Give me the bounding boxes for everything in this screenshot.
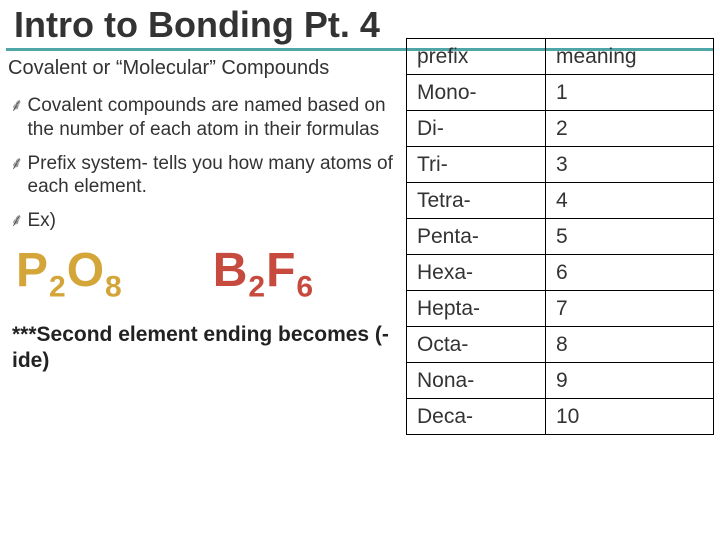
bullet-icon: ⸙ bbox=[10, 209, 24, 233]
formula-sub: 2 bbox=[248, 270, 266, 303]
table-cell: 1 bbox=[546, 75, 714, 111]
table-row: Tri-3 bbox=[407, 147, 714, 183]
bullet-item: ⸙ Covalent compounds are named based on … bbox=[10, 94, 402, 142]
table-header-cell: prefix bbox=[407, 39, 546, 75]
table-cell: 9 bbox=[546, 363, 714, 399]
table-row: Mono-1 bbox=[407, 75, 714, 111]
table-cell: Mono- bbox=[407, 75, 546, 111]
table-cell: Octa- bbox=[407, 327, 546, 363]
formula-part: P bbox=[16, 244, 49, 297]
table-row: Octa-8 bbox=[407, 327, 714, 363]
formula-1: P2O8 bbox=[16, 243, 123, 305]
formula-part: O bbox=[67, 244, 105, 297]
table-cell: Penta- bbox=[407, 219, 546, 255]
table-cell: 10 bbox=[546, 399, 714, 435]
bullet-text: Ex) bbox=[28, 209, 57, 233]
table-cell: Hexa- bbox=[407, 255, 546, 291]
table-row: Hexa-6 bbox=[407, 255, 714, 291]
table-cell: 2 bbox=[546, 111, 714, 147]
table-row: Nona-9 bbox=[407, 363, 714, 399]
right-column: prefix meaning Mono-1 Di-2 Tri-3 Tetra-4… bbox=[406, 88, 714, 435]
table-cell: 8 bbox=[546, 327, 714, 363]
table-cell: Deca- bbox=[407, 399, 546, 435]
table-row: Penta-5 bbox=[407, 219, 714, 255]
bullet-icon: ⸙ bbox=[10, 152, 24, 200]
footnote: ***Second element ending becomes (-ide) bbox=[6, 318, 402, 372]
table-cell: 4 bbox=[546, 183, 714, 219]
prefix-table: prefix meaning Mono-1 Di-2 Tri-3 Tetra-4… bbox=[406, 38, 714, 435]
bullet-item: ⸙ Ex) bbox=[10, 209, 402, 233]
formula-sub: 2 bbox=[49, 270, 67, 303]
table-cell: Tri- bbox=[407, 147, 546, 183]
formula-sub: 8 bbox=[105, 270, 123, 303]
table-cell: 7 bbox=[546, 291, 714, 327]
formula-part: F bbox=[266, 244, 296, 297]
table-row: Di-2 bbox=[407, 111, 714, 147]
bullet-item: ⸙ Prefix system- tells you how many atom… bbox=[10, 152, 402, 200]
formula-sub: 6 bbox=[296, 270, 314, 303]
content-wrap: ⸙ Covalent compounds are named based on … bbox=[0, 88, 720, 435]
table-cell: 6 bbox=[546, 255, 714, 291]
table-cell: 5 bbox=[546, 219, 714, 255]
table-row: Hepta-7 bbox=[407, 291, 714, 327]
table-cell: 3 bbox=[546, 147, 714, 183]
table-cell: Di- bbox=[407, 111, 546, 147]
formula-2: B2F6 bbox=[213, 243, 314, 305]
table-row: prefix meaning bbox=[407, 39, 714, 75]
table-cell: Tetra- bbox=[407, 183, 546, 219]
bullet-text: Prefix system- tells you how many atoms … bbox=[28, 152, 403, 200]
table-row: Tetra-4 bbox=[407, 183, 714, 219]
bullet-icon: ⸙ bbox=[10, 94, 24, 142]
table-header-cell: meaning bbox=[546, 39, 714, 75]
formula-part: B bbox=[213, 244, 249, 297]
formula-examples: P2O8 B2F6 bbox=[16, 243, 402, 305]
table-cell: Nona- bbox=[407, 363, 546, 399]
bullet-text: Covalent compounds are named based on th… bbox=[28, 94, 403, 142]
table-row: Deca-10 bbox=[407, 399, 714, 435]
table-cell: Hepta- bbox=[407, 291, 546, 327]
left-column: ⸙ Covalent compounds are named based on … bbox=[6, 88, 406, 435]
